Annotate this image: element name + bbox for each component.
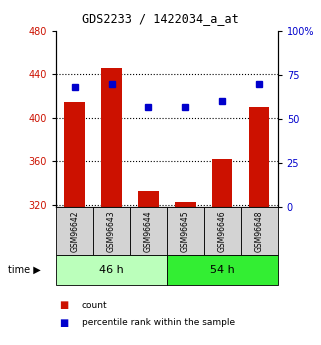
Bar bbox=[138, 191, 159, 207]
Bar bbox=[167, 255, 278, 285]
Bar bbox=[241, 207, 278, 255]
Text: GSM96648: GSM96648 bbox=[255, 210, 264, 252]
Bar bbox=[175, 201, 195, 207]
Text: time ▶: time ▶ bbox=[8, 265, 41, 275]
Bar bbox=[167, 207, 204, 255]
Text: GSM96642: GSM96642 bbox=[70, 210, 79, 252]
Bar bbox=[212, 159, 232, 207]
Bar bbox=[65, 102, 85, 207]
Text: percentile rank within the sample: percentile rank within the sample bbox=[82, 318, 235, 327]
Bar bbox=[93, 207, 130, 255]
Text: GSM96645: GSM96645 bbox=[181, 210, 190, 252]
Text: ■: ■ bbox=[59, 300, 69, 310]
Bar bbox=[249, 107, 269, 207]
Bar bbox=[56, 207, 93, 255]
Text: GDS2233 / 1422034_a_at: GDS2233 / 1422034_a_at bbox=[82, 12, 239, 25]
Text: GSM96643: GSM96643 bbox=[107, 210, 116, 252]
Bar bbox=[130, 207, 167, 255]
Bar bbox=[204, 207, 241, 255]
Text: ■: ■ bbox=[59, 318, 69, 327]
Text: 54 h: 54 h bbox=[210, 265, 235, 275]
Text: GSM96646: GSM96646 bbox=[218, 210, 227, 252]
Text: GSM96644: GSM96644 bbox=[144, 210, 153, 252]
Text: 46 h: 46 h bbox=[99, 265, 124, 275]
Bar bbox=[101, 68, 122, 207]
Text: count: count bbox=[82, 301, 108, 310]
Bar bbox=[56, 255, 167, 285]
